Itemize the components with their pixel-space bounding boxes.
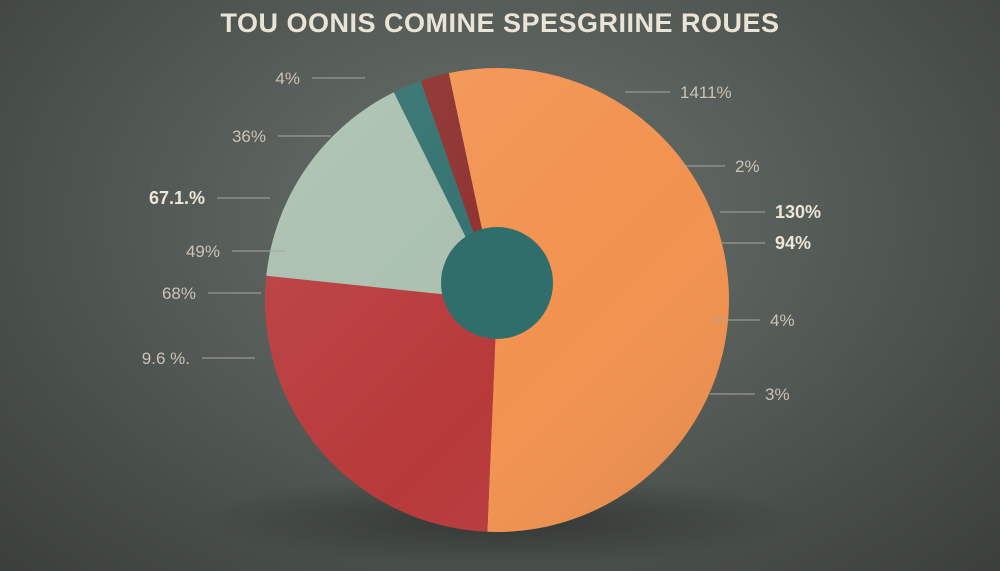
percentage-label: 67.1.% bbox=[149, 188, 205, 208]
percentage-label: 4% bbox=[275, 69, 300, 88]
percentage-label: 94% bbox=[775, 233, 811, 253]
percentage-labels: 4% 36% 67.1.% 49% 68% 9.6 %. 1411% 2% 130% 94% 4% 3… bbox=[142, 69, 821, 404]
percentage-label: 3% bbox=[765, 385, 790, 404]
percentage-label: 36% bbox=[232, 127, 266, 146]
chart-title: TOU OONIS COMINE SPESGRIINE ROUES bbox=[220, 8, 779, 38]
percentage-label: 130% bbox=[775, 202, 821, 222]
percentage-label: 2% bbox=[735, 157, 760, 176]
label-connectors bbox=[202, 77, 765, 395]
pie-center-disc bbox=[441, 227, 553, 339]
pie-slices bbox=[264, 68, 729, 533]
percentage-label: 1411% bbox=[680, 83, 732, 102]
percentage-label: 4% bbox=[770, 311, 795, 330]
percentage-label: 68% bbox=[162, 284, 196, 303]
percentage-label: 49% bbox=[186, 242, 220, 261]
percentage-label: 9.6 %. bbox=[142, 349, 190, 368]
